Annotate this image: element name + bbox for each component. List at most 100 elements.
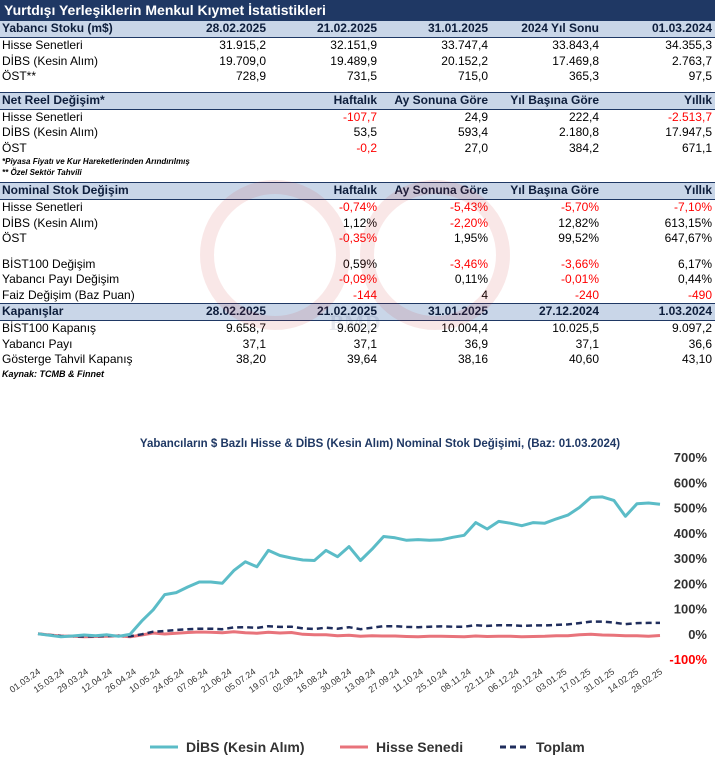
table-cell: 647,67%: [664, 231, 712, 245]
table1-header-5: 01.03.2024: [602, 20, 715, 38]
table-cell: -0,35%: [338, 231, 377, 245]
table-cell: 384,2: [568, 140, 599, 155]
y-tick-label: 0%: [688, 627, 707, 642]
table3-header-1: Haftalık: [269, 182, 380, 200]
spacer-cell: [158, 231, 269, 247]
table-cell: 20.152,2: [441, 53, 488, 68]
y-tick-label: 100%: [674, 602, 708, 617]
table3-header-3: Yıl Başına Göre: [491, 182, 602, 200]
table-cell: 43,10: [681, 352, 712, 366]
table2-header-1: Haftalık: [269, 91, 380, 110]
table-cell: 365,3: [568, 69, 599, 83]
table5-header-5: 1.03.2024: [602, 303, 715, 321]
spacer-cell: [158, 141, 269, 157]
table-row: Yabancı Payı Değişim -0,09% 0,11% -0,01% 0,4…: [0, 272, 715, 288]
table-row: ÖST -0,35% 1,95% 99,52% 647,67%: [0, 231, 715, 247]
row-label: Hisse Senetleri: [2, 38, 83, 52]
legend-label: DİBS (Kesin Alım): [186, 739, 305, 755]
table-cell: -3,66%: [560, 256, 599, 271]
table-cell: 715,0: [457, 69, 488, 83]
row-label: Gösterge Tahvil Kapanış: [2, 352, 133, 366]
row-label: DİBS (Kesin Alım): [2, 53, 99, 68]
row-label: ÖST**: [2, 69, 37, 83]
table-cell: 10.004,4: [441, 321, 488, 335]
row-label: BİST100 Kapanış: [2, 321, 97, 335]
table3-header-2: Ay Sonuna Göre: [380, 182, 491, 200]
table-cell: 33.747,4: [441, 38, 488, 52]
table-row: Hisse Senetleri -107,7 24,9 222,4 -2.513,7: [0, 109, 715, 125]
table-row: BİST100 Kapanış 9.658,7 9.602,2 10.004,4 10.…: [0, 321, 715, 337]
table5-header-row: Kapanışlar 28.02.2025 21.02.2025 31.01.2025…: [0, 303, 715, 321]
row-label: DİBS (Kesin Alım): [2, 125, 99, 139]
table-row: Faiz Değişim (Baz Puan) -144 4 -240 -490: [0, 288, 715, 304]
table-cell: 2.763,7: [671, 53, 712, 68]
table-row: DİBS (Kesin Alım) 1,12% -2,20% 12,82% 613,15…: [0, 216, 715, 232]
spacer-cell: [158, 216, 269, 232]
table-cell: 36,9: [464, 336, 488, 351]
table-cell: -0,01%: [560, 272, 599, 286]
table-cell: -2.513,7: [667, 109, 712, 124]
row-label: Hisse Senetleri: [2, 109, 83, 124]
table3-header-row: Nominal Stok Değişim Haftalık Ay Sonuna Gö…: [0, 182, 715, 200]
table5-header-0: Kapanışlar: [0, 303, 158, 321]
table-cell: 0,59%: [342, 256, 377, 271]
table-cell: -490: [687, 287, 712, 302]
table-cell: 0,44%: [677, 272, 712, 286]
table-row: Yabancı Payı 37,1 37,1 36,9 37,1 36,6: [0, 337, 715, 353]
y-tick-label: 700%: [674, 450, 708, 465]
table-cell: 38,20: [235, 352, 266, 366]
table1-header-4: 2024 Yıl Sonu: [491, 20, 602, 38]
table-cell: 19.709,0: [219, 53, 266, 68]
spacer-cell: [158, 257, 269, 273]
table-cell: 17.947,5: [665, 125, 712, 139]
table-cell: -5,43%: [449, 200, 488, 214]
row-label: Hisse Senetleri: [2, 200, 83, 214]
spacer-cell: [158, 200, 269, 216]
table-row: ÖST -0,2 27,0 384,2 671,1: [0, 141, 715, 157]
table-cell: 39,64: [346, 352, 377, 366]
table-cell: 593,4: [457, 125, 488, 139]
table-cell: 38,16: [457, 352, 488, 366]
table-cell: 31.915,2: [219, 38, 266, 52]
market-change-table: BİST100 Değişim 0,59% -3,46% -3,66% 6,17% Yab…: [0, 257, 715, 304]
table2-header-spacer: [158, 91, 269, 110]
table-cell: 4: [481, 287, 488, 302]
table-cell: 0,11%: [454, 272, 488, 286]
table-row: BİST100 Değişim 0,59% -3,46% -3,66% 6,17%: [0, 257, 715, 273]
table5-header-1: 28.02.2025: [158, 303, 269, 321]
table-cell: 9.658,7: [225, 321, 266, 335]
table-cell: -144: [352, 287, 377, 302]
y-tick-label: 300%: [674, 551, 708, 566]
table1-header-1: 28.02.2025: [158, 20, 269, 38]
row-label: Yabancı Payı: [2, 336, 73, 351]
legend-label: Toplam: [536, 739, 585, 755]
table-row: DİBS (Kesin Alım) 53,5 593,4 2.180,8 17.947,…: [0, 125, 715, 141]
series-line-toplam: [37, 620, 660, 638]
spacer-cell: [158, 109, 269, 125]
nominal-stock-change-table: Nominal Stok Değişim Haftalık Ay Sonuna Gö…: [0, 182, 715, 247]
table5-header-2: 21.02.2025: [269, 303, 380, 321]
table-cell: 10.025,5: [552, 321, 599, 335]
table-cell: 9.097,2: [671, 321, 712, 335]
table-cell: 731,5: [346, 69, 377, 83]
net-real-change-table: Net Reel Değişim* Haftalık Ay Sonuna Göre Y…: [0, 91, 715, 157]
table-cell: 1,95%: [453, 231, 488, 245]
table-cell: -0,09%: [338, 272, 377, 286]
table-cell: 17.469,8: [552, 53, 599, 68]
table-cell: 9.602,2: [336, 321, 377, 335]
row-label: ÖST: [2, 231, 27, 245]
table-cell: 24,9: [464, 109, 488, 124]
table1-header-0: Yabancı Stoku (m$): [0, 20, 158, 38]
chart-title: Yabancıların $ Bazlı Hisse & DİBS (Kesin…: [140, 437, 620, 450]
table-cell: -7,10%: [673, 200, 712, 214]
table-cell: 99,52%: [558, 231, 599, 245]
table-cell: 12,82%: [558, 215, 599, 230]
spacer-cell: [158, 125, 269, 141]
legend-label: Hisse Senedi: [376, 739, 463, 755]
footnote-ost: ** Özel Sektör Tahvili: [2, 168, 82, 177]
row-label: Faiz Değişim (Baz Puan): [2, 287, 135, 302]
table3-header-4: Yıllık: [602, 182, 715, 200]
table-row: Gösterge Tahvil Kapanış 38,20 39,64 38,16 40…: [0, 352, 715, 368]
table-row: ÖST** 728,9 731,5 715,0 365,3 97,5: [0, 69, 715, 85]
table-cell: 671,1: [681, 140, 712, 155]
